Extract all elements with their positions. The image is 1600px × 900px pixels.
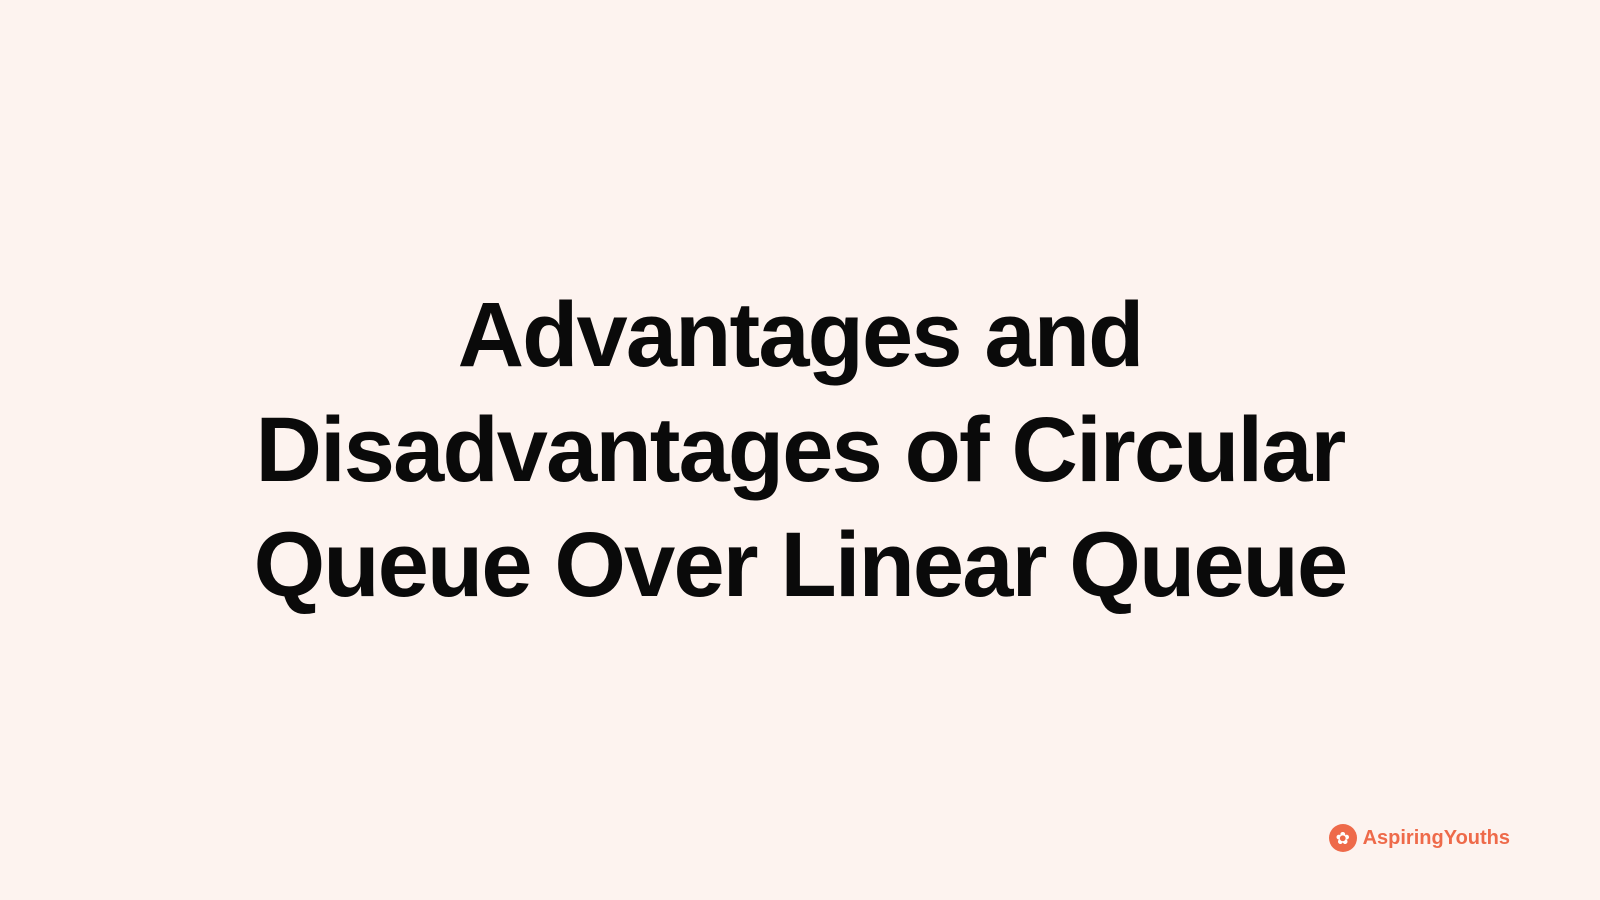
brand-badge: ✿ AspiringYouths xyxy=(1329,824,1510,852)
slide-title: Advantages and Disadvantages of Circular… xyxy=(160,278,1440,623)
brand-label: AspiringYouths xyxy=(1363,827,1510,850)
title-slide: Advantages and Disadvantages of Circular… xyxy=(0,0,1600,900)
brand-icon: ✿ xyxy=(1329,824,1357,852)
